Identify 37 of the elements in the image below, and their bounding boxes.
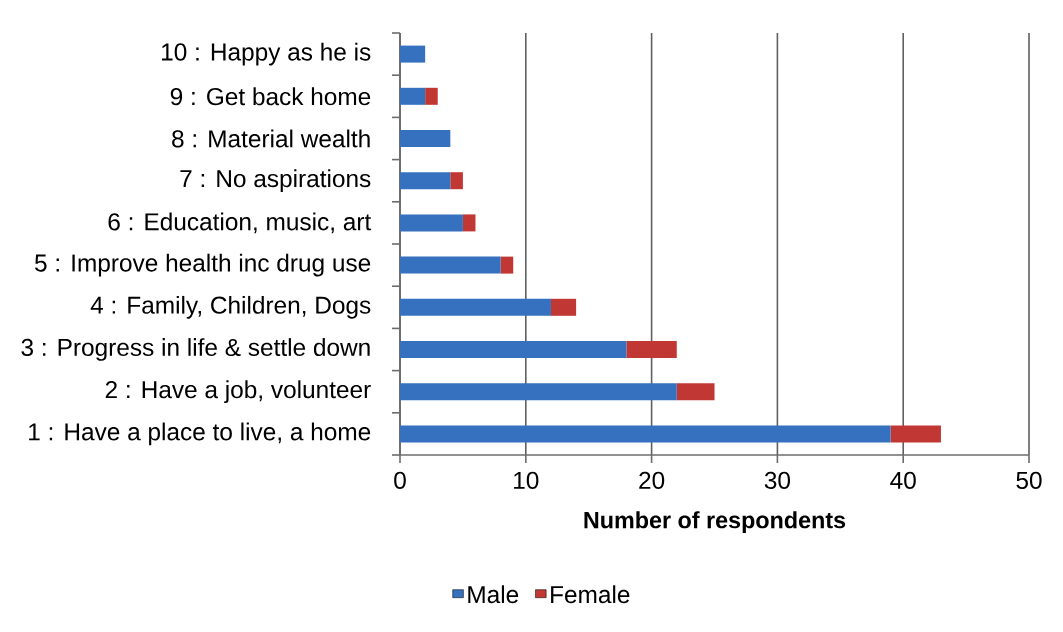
y-tick-label: 10 : Happy as he is bbox=[162, 42, 371, 66]
y-tick-label: 3 : Progress in life & settle down bbox=[21, 338, 370, 361]
bar bbox=[676, 383, 715, 401]
y-tick-label: 4 : Family, Children, Dogs bbox=[90, 295, 371, 319]
y-tick-label: 8 : Material wealth bbox=[172, 129, 370, 148]
bar bbox=[400, 341, 627, 358]
bar bbox=[400, 130, 451, 147]
bar bbox=[400, 298, 551, 316]
bar bbox=[550, 298, 577, 316]
bar bbox=[400, 425, 891, 443]
y-tick-label: 7 : No aspirations bbox=[180, 169, 371, 193]
y-tick-label: 1 : Have a place to live, a home bbox=[29, 422, 371, 446]
bar bbox=[450, 172, 463, 190]
legend-label: Female bbox=[551, 585, 630, 604]
x-tick-label: 10 bbox=[514, 471, 539, 489]
bar bbox=[400, 383, 677, 401]
y-tick-label: 2 : Have a job, volunteer bbox=[105, 380, 371, 404]
x-axis-title: Number of respondents bbox=[584, 511, 846, 533]
bar bbox=[400, 45, 426, 63]
bar bbox=[400, 87, 426, 105]
x-tick-label: 30 bbox=[764, 471, 791, 489]
x-tick-label: 0 bbox=[394, 471, 406, 489]
x-tick-label: 40 bbox=[890, 471, 916, 489]
y-tick-label: 6 : Education, music, art bbox=[108, 212, 372, 234]
bar bbox=[500, 256, 514, 274]
bar bbox=[462, 214, 476, 232]
y-tick-label: 5 : Improve health inc drug use bbox=[35, 253, 371, 277]
bar bbox=[425, 87, 438, 105]
bar bbox=[890, 425, 941, 443]
x-tick-label: 50 bbox=[1016, 471, 1042, 489]
bar bbox=[400, 172, 451, 190]
y-tick-label: 9 : Get back home bbox=[170, 87, 371, 106]
bar bbox=[626, 341, 677, 358]
bar bbox=[400, 256, 501, 274]
x-tick-label: 20 bbox=[639, 471, 665, 489]
bar bbox=[400, 214, 463, 232]
legend-label: Male bbox=[468, 585, 519, 604]
